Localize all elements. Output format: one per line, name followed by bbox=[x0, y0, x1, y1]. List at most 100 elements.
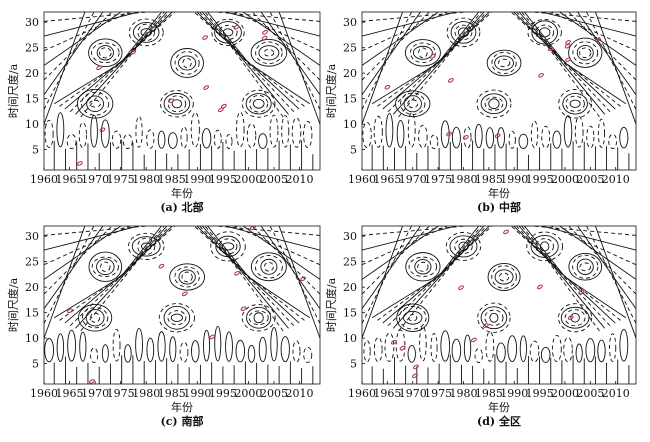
contour-line bbox=[225, 134, 233, 149]
contour-line bbox=[211, 18, 245, 46]
contour-line bbox=[91, 42, 120, 64]
contour-line bbox=[214, 21, 242, 44]
zero-marker bbox=[446, 131, 452, 137]
x-tick-label: 1990 bbox=[183, 387, 211, 400]
contour-line bbox=[513, 12, 606, 115]
contour-line bbox=[44, 12, 104, 96]
contour-line bbox=[496, 342, 506, 363]
contour-line bbox=[568, 226, 636, 295]
x-tick-label: 1975 bbox=[107, 387, 135, 400]
contour-line bbox=[398, 226, 493, 332]
contour-line bbox=[362, 121, 372, 149]
contour-line bbox=[147, 226, 157, 227]
x-tick-label: 1995 bbox=[209, 387, 237, 400]
contour-line bbox=[132, 21, 160, 43]
contour-line bbox=[44, 338, 54, 363]
y-tick-label: 5 bbox=[350, 144, 357, 157]
y-tick-label: 30 bbox=[25, 16, 39, 29]
contour-line bbox=[101, 344, 109, 363]
contour-line bbox=[392, 12, 490, 115]
contour-line bbox=[488, 98, 500, 110]
zero-marker bbox=[300, 276, 307, 282]
contour-line bbox=[225, 226, 320, 251]
contour-line bbox=[535, 24, 555, 41]
contour-line bbox=[574, 116, 584, 148]
x-tick-label: 1965 bbox=[373, 173, 401, 186]
contour-line bbox=[446, 17, 481, 48]
plot-frame bbox=[361, 11, 637, 171]
y-tick-label: 15 bbox=[25, 307, 39, 320]
contour-line bbox=[269, 12, 320, 110]
contour-line bbox=[135, 116, 143, 148]
contour-line bbox=[201, 128, 212, 149]
x-tick-label: 1980 bbox=[132, 387, 160, 400]
contour-line bbox=[392, 226, 490, 329]
contour-line bbox=[178, 55, 197, 71]
contour-line bbox=[524, 12, 627, 105]
contour-line bbox=[585, 338, 596, 363]
contour-line bbox=[559, 226, 636, 280]
x-tick-label: 1965 bbox=[373, 387, 401, 400]
contour-line bbox=[88, 251, 123, 282]
contour-line bbox=[190, 112, 200, 148]
contour-line bbox=[269, 114, 279, 148]
contour-line bbox=[44, 12, 139, 37]
contour-line bbox=[532, 12, 636, 22]
contour-line bbox=[575, 343, 583, 363]
contour-line bbox=[79, 331, 87, 362]
contour-line bbox=[56, 333, 65, 362]
contour-line bbox=[363, 340, 371, 363]
contour-field bbox=[362, 12, 636, 170]
y-tick-label: 25 bbox=[343, 256, 357, 269]
y-tick-label: 30 bbox=[343, 16, 357, 29]
x-tick-label: 1985 bbox=[158, 387, 186, 400]
contour-line bbox=[158, 303, 195, 333]
contour-line bbox=[59, 226, 165, 321]
zero-marker bbox=[462, 135, 469, 140]
contour-line bbox=[454, 24, 473, 41]
y-tick-label: 25 bbox=[25, 256, 39, 269]
contour-line bbox=[565, 95, 585, 112]
contour-line bbox=[222, 28, 234, 37]
contour-line bbox=[540, 346, 551, 363]
contour-line bbox=[78, 303, 113, 332]
zero-marker bbox=[99, 127, 106, 133]
contour-line bbox=[218, 24, 238, 40]
zero-marker bbox=[158, 263, 165, 269]
x-tick-label: 2000 bbox=[551, 387, 579, 400]
contour-line bbox=[570, 313, 580, 323]
contour-line bbox=[497, 127, 505, 149]
contour-line bbox=[508, 131, 516, 149]
contour-line bbox=[529, 340, 540, 363]
contour-line bbox=[430, 332, 438, 362]
contour-line bbox=[204, 226, 305, 321]
contour-line bbox=[507, 335, 518, 363]
contour-line bbox=[429, 134, 439, 149]
zero-marker bbox=[578, 290, 585, 295]
x-tick-label: 2000 bbox=[234, 173, 262, 186]
contour-line bbox=[619, 126, 629, 149]
contour-line bbox=[454, 238, 473, 254]
contour-line bbox=[521, 12, 621, 107]
contour-line bbox=[619, 328, 629, 362]
contour-line bbox=[44, 119, 54, 148]
contour-field bbox=[362, 216, 636, 384]
zero-marker bbox=[537, 216, 543, 221]
contour-line bbox=[362, 226, 448, 266]
contour-line bbox=[64, 226, 168, 324]
contour-line bbox=[44, 12, 148, 22]
contour-line bbox=[532, 226, 636, 236]
y-tick-label: 15 bbox=[343, 307, 357, 320]
contour-line bbox=[171, 99, 183, 109]
zero-marker bbox=[458, 285, 464, 290]
contour-line bbox=[362, 226, 457, 251]
contour-line bbox=[44, 12, 113, 81]
contour-line bbox=[44, 226, 95, 324]
contour-line bbox=[215, 235, 241, 258]
x-axis-label: 年份 bbox=[171, 400, 193, 414]
contour-line bbox=[371, 12, 480, 105]
y-tick-label: 20 bbox=[25, 67, 39, 80]
y-tick-label: 25 bbox=[25, 42, 39, 55]
contour-line bbox=[404, 39, 441, 67]
contour-line bbox=[498, 272, 510, 282]
